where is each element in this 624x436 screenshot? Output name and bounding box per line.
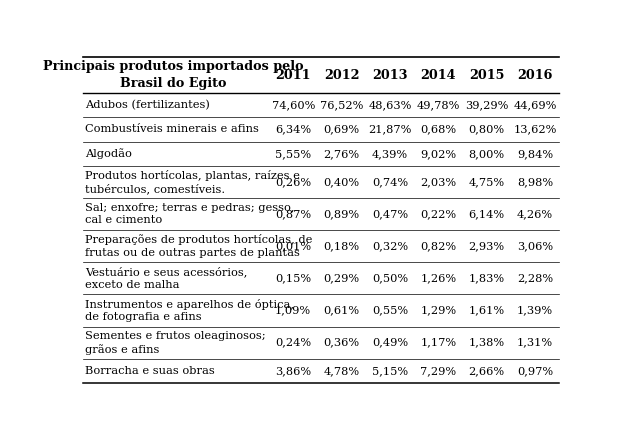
Text: 1,29%: 1,29% — [420, 306, 456, 316]
Text: Vestuário e seus acessórios,
exceto de malha: Vestuário e seus acessórios, exceto de m… — [85, 266, 247, 290]
Text: 1,09%: 1,09% — [275, 306, 311, 316]
Text: 2012: 2012 — [324, 68, 359, 82]
Text: 1,31%: 1,31% — [517, 337, 553, 347]
Text: 76,52%: 76,52% — [320, 100, 363, 110]
Text: 4,75%: 4,75% — [469, 177, 505, 187]
Text: 0,01%: 0,01% — [275, 241, 311, 251]
Text: 9,84%: 9,84% — [517, 149, 553, 159]
Text: 2,93%: 2,93% — [469, 241, 505, 251]
Text: 13,62%: 13,62% — [514, 124, 557, 134]
Text: Principais produtos importados pelo
Brasil do Egito: Principais produtos importados pelo Bras… — [43, 60, 304, 90]
Text: 6,14%: 6,14% — [469, 209, 505, 219]
Text: 2,03%: 2,03% — [420, 177, 456, 187]
Text: Adubos (fertilizantes): Adubos (fertilizantes) — [85, 100, 210, 110]
Text: 39,29%: 39,29% — [465, 100, 509, 110]
Text: 0,87%: 0,87% — [275, 209, 311, 219]
Text: 0,69%: 0,69% — [323, 124, 359, 134]
Text: 7,29%: 7,29% — [420, 366, 456, 376]
Text: 1,17%: 1,17% — [420, 337, 456, 347]
Text: 1,38%: 1,38% — [469, 337, 505, 347]
Text: 2,76%: 2,76% — [323, 149, 359, 159]
Text: Produtos hortícolas, plantas, raízes e
tubérculos, comestíveis.: Produtos hortícolas, plantas, raízes e t… — [85, 170, 300, 194]
Text: Sementes e frutos oleaginosos;
grãos e afins: Sementes e frutos oleaginosos; grãos e a… — [85, 330, 265, 354]
Text: 2013: 2013 — [372, 68, 407, 82]
Text: 0,49%: 0,49% — [372, 337, 408, 347]
Text: Borracha e suas obras: Borracha e suas obras — [85, 366, 215, 376]
Text: 2014: 2014 — [421, 68, 456, 82]
Text: 0,68%: 0,68% — [420, 124, 456, 134]
Text: Combustíveis minerais e afins: Combustíveis minerais e afins — [85, 124, 258, 134]
Text: 0,22%: 0,22% — [420, 209, 456, 219]
Text: 2015: 2015 — [469, 68, 504, 82]
Text: 0,36%: 0,36% — [323, 337, 359, 347]
Text: 0,26%: 0,26% — [275, 177, 311, 187]
Text: 9,02%: 9,02% — [420, 149, 456, 159]
Text: 4,78%: 4,78% — [323, 366, 359, 376]
Text: 0,89%: 0,89% — [323, 209, 359, 219]
Text: 6,34%: 6,34% — [275, 124, 311, 134]
Text: 0,24%: 0,24% — [275, 337, 311, 347]
Text: 2016: 2016 — [517, 68, 553, 82]
Text: 0,82%: 0,82% — [420, 241, 456, 251]
Text: Algodão: Algodão — [85, 148, 132, 159]
Text: 0,80%: 0,80% — [469, 124, 505, 134]
Text: 5,15%: 5,15% — [372, 366, 408, 376]
Text: 4,39%: 4,39% — [372, 149, 408, 159]
Text: 0,18%: 0,18% — [323, 241, 359, 251]
Text: Instrumentos e aparelhos de óptica,
de fotografia e afins: Instrumentos e aparelhos de óptica, de f… — [85, 299, 294, 322]
Text: Sal; enxofre; terras e pedras; gesso,
cal e cimento: Sal; enxofre; terras e pedras; gesso, ca… — [85, 203, 295, 225]
Text: 0,15%: 0,15% — [275, 273, 311, 283]
Text: 48,63%: 48,63% — [368, 100, 412, 110]
Text: 0,74%: 0,74% — [372, 177, 408, 187]
Text: 1,39%: 1,39% — [517, 306, 553, 316]
Text: 5,55%: 5,55% — [275, 149, 311, 159]
Text: 0,40%: 0,40% — [323, 177, 359, 187]
Text: 0,97%: 0,97% — [517, 366, 553, 376]
Text: 2,66%: 2,66% — [469, 366, 505, 376]
Text: 0,29%: 0,29% — [323, 273, 359, 283]
Text: 3,06%: 3,06% — [517, 241, 553, 251]
Text: 0,50%: 0,50% — [372, 273, 408, 283]
Text: 2,28%: 2,28% — [517, 273, 553, 283]
Text: 3,86%: 3,86% — [275, 366, 311, 376]
Text: 1,26%: 1,26% — [420, 273, 456, 283]
Text: 4,26%: 4,26% — [517, 209, 553, 219]
Text: 8,00%: 8,00% — [469, 149, 505, 159]
Text: Preparações de produtos hortícolas, de
frutas ou de outras partes de plantas: Preparações de produtos hortícolas, de f… — [85, 234, 312, 258]
Text: 8,98%: 8,98% — [517, 177, 553, 187]
Text: 2011: 2011 — [275, 68, 311, 82]
Text: 1,83%: 1,83% — [469, 273, 505, 283]
Text: 0,32%: 0,32% — [372, 241, 408, 251]
Text: 0,55%: 0,55% — [372, 306, 408, 316]
Text: 21,87%: 21,87% — [368, 124, 412, 134]
Text: 0,47%: 0,47% — [372, 209, 408, 219]
Text: 74,60%: 74,60% — [271, 100, 315, 110]
Text: 49,78%: 49,78% — [417, 100, 460, 110]
Text: 44,69%: 44,69% — [514, 100, 557, 110]
Text: 0,61%: 0,61% — [323, 306, 359, 316]
Text: 1,61%: 1,61% — [469, 306, 505, 316]
